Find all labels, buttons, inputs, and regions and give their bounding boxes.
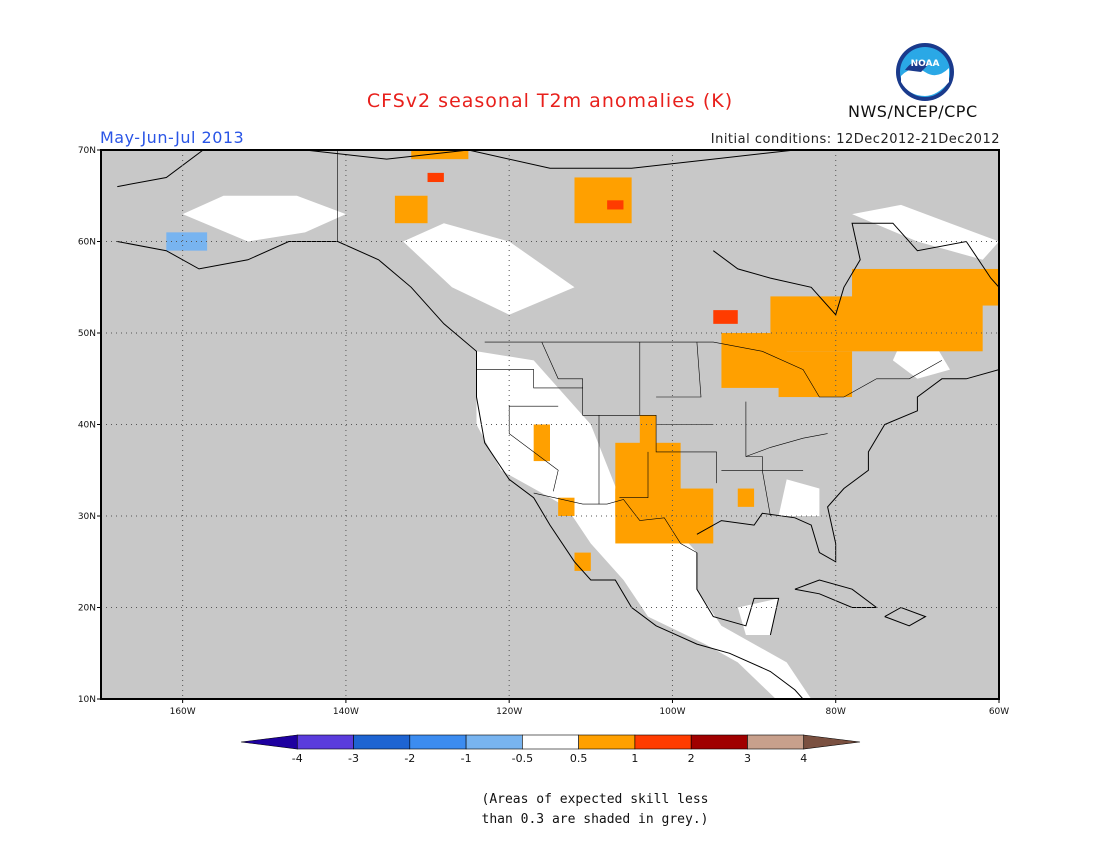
lon-tick-label: 60W <box>989 707 1009 717</box>
colorbar-label: 3 <box>744 752 751 765</box>
coastline <box>884 606 927 627</box>
colorbar-arrow-high <box>803 734 861 750</box>
colorbar-label: -4 <box>292 752 303 765</box>
lon-tick-label: 80W <box>826 707 846 717</box>
anomaly-region <box>607 200 624 210</box>
border-line <box>476 369 583 389</box>
agency-label: NWS/NCEP/CPC <box>848 102 978 121</box>
lon-tick-label: 140W <box>333 707 359 717</box>
lon-tick-label: 160W <box>170 707 196 717</box>
anomaly-region <box>639 415 657 452</box>
anomaly-region <box>427 172 444 183</box>
border-line <box>508 405 559 492</box>
anomaly-region <box>574 552 591 571</box>
anomaly-region <box>533 424 550 462</box>
colorbar-bin <box>353 734 411 750</box>
colorbar-label: 1 <box>631 752 638 765</box>
lat-tick-label: 70N <box>78 146 96 156</box>
anomaly-region <box>411 150 469 160</box>
lat-tick-label: 30N <box>78 512 96 522</box>
colorbar-label: -0.5 <box>512 752 533 765</box>
colorbar-bin <box>465 734 523 750</box>
colorbar-arrow-low <box>240 734 298 750</box>
noaa-logo: NOAA <box>896 43 954 101</box>
border-line <box>639 414 717 484</box>
colorbar-label: 2 <box>688 752 695 765</box>
border-line <box>533 492 698 553</box>
anomaly-region <box>558 497 575 516</box>
border-line <box>619 451 649 499</box>
border-line <box>745 401 771 517</box>
lat-tick-label: 60N <box>78 238 96 248</box>
border-line <box>656 342 702 398</box>
colorbar-bin <box>296 734 354 750</box>
coastline <box>117 150 795 188</box>
chart-title: CFSv2 seasonal T2m anomalies (K) <box>366 90 734 112</box>
colorbar-label: 4 <box>800 752 807 765</box>
colorbar-label: -1 <box>461 752 472 765</box>
anomaly-region <box>852 268 999 306</box>
anomaly-region <box>713 310 738 324</box>
colorbar-bin <box>690 734 748 750</box>
footnote-line-2: than 0.3 are shaded in grey.) <box>481 812 709 827</box>
lon-tick-label: 120W <box>496 707 522 717</box>
neutral-land-patch <box>852 204 999 260</box>
colorbar-label: 0.5 <box>570 752 588 765</box>
anomaly-region <box>394 195 428 224</box>
colorbar-label: -2 <box>404 752 415 765</box>
season-label: May-Jun-Jul 2013 <box>100 128 245 147</box>
anomaly-region <box>778 351 853 398</box>
footnote-line-1: (Areas of expected skill less <box>481 792 709 807</box>
neutral-land-patch <box>182 195 346 242</box>
neutral-land-patch <box>737 598 779 635</box>
colorbar-bin <box>522 734 579 750</box>
border-line <box>484 341 943 398</box>
lat-tick-label: 10N <box>78 695 96 705</box>
lat-tick-label: 20N <box>78 604 96 614</box>
colorbar-bin <box>634 734 692 750</box>
coastline <box>696 369 999 563</box>
anomaly-region <box>615 488 714 544</box>
neutral-land-patch <box>778 479 820 516</box>
colorbar-bin <box>578 734 636 750</box>
border-line <box>745 433 828 457</box>
border-line <box>541 341 641 416</box>
initial-conditions-label: Initial conditions: 12Dec2012-21Dec2012 <box>710 132 1000 147</box>
neutral-land-patch <box>403 223 575 315</box>
colorbar-label: -3 <box>348 752 359 765</box>
lon-tick-label: 100W <box>659 707 685 717</box>
colorbar-bin <box>409 734 467 750</box>
anomaly-region <box>721 333 787 388</box>
coastline <box>117 241 804 699</box>
coastline <box>696 552 780 636</box>
anomaly-region <box>737 488 755 507</box>
colorbar-bin <box>747 734 805 750</box>
lat-tick-label: 40N <box>78 421 96 431</box>
svg-text:NOAA: NOAA <box>911 59 940 69</box>
lat-tick-label: 50N <box>78 329 96 339</box>
